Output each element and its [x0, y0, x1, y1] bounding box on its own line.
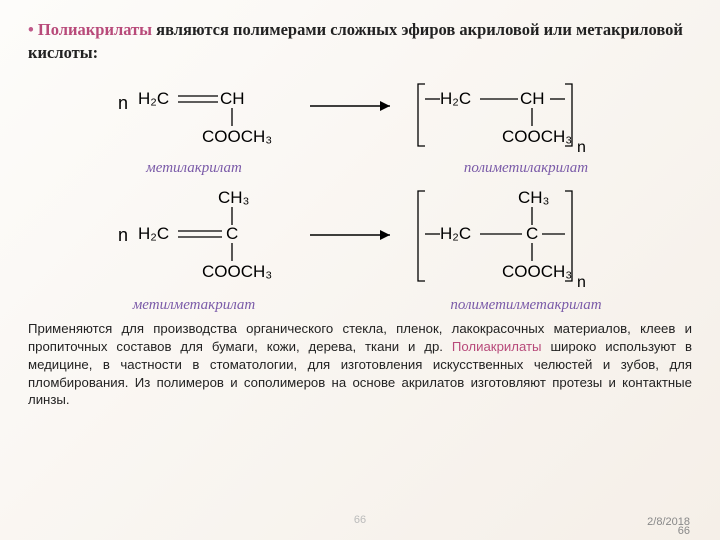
- n-left: n: [118, 93, 128, 113]
- m-sub: COOCH₃: [202, 127, 272, 146]
- n2-right: n: [577, 274, 586, 291]
- m2-tl: H₂C: [138, 224, 169, 243]
- n-right: n: [577, 139, 586, 156]
- cap1-right: полиметилакрилат: [377, 160, 676, 177]
- reaction-2: n CH₃ H₂C C COOCH₃ CH₃ H₂C C COOCH₃ n: [28, 183, 692, 293]
- cap1-left: метилакрилат: [45, 160, 344, 177]
- p2-sub: COOCH₃: [502, 262, 572, 281]
- reaction1-svg: n H₂C CH COOCH₃ H₂C CH COOCH₃ n: [80, 74, 640, 156]
- p2-ch3: CH₃: [518, 188, 549, 207]
- p-sub: COOCH₃: [502, 127, 572, 146]
- m2-tr: C: [226, 224, 238, 243]
- cap2-right: полиметилметакрилат: [377, 297, 676, 314]
- cap2-left: метилметакрилат: [45, 297, 344, 314]
- p2-tr: C: [526, 224, 538, 243]
- m-tr: CH: [220, 89, 245, 108]
- body-hl: Полиакрилаты: [452, 339, 542, 354]
- m2-ch3: CH₃: [218, 188, 249, 207]
- page-number: 66: [678, 525, 690, 537]
- reaction2-svg: n CH₃ H₂C C COOCH₃ CH₃ H₂C C COOCH₃ n: [80, 183, 640, 293]
- n2-left: n: [118, 225, 128, 245]
- m2-sub: COOCH₃: [202, 262, 272, 281]
- heading: • Полиакрилаты являются полимерами сложн…: [28, 18, 692, 64]
- caption-row-2: метилметакрилат полиметилметакрилат: [28, 297, 692, 314]
- bullet: •: [28, 20, 34, 39]
- p-tl: H₂C: [440, 89, 471, 108]
- reaction-1: n H₂C CH COOCH₃ H₂C CH COOCH₃ n: [28, 74, 692, 156]
- slide-number: 66: [354, 514, 366, 526]
- p2-tl: H₂C: [440, 224, 471, 243]
- heading-highlight: Полиакрилаты: [38, 20, 152, 39]
- m-tl: H₂C: [138, 89, 169, 108]
- p-tr: CH: [520, 89, 545, 108]
- body-paragraph: Применяются для производства органическо…: [28, 320, 692, 409]
- caption-row-1: метилакрилат полиметилакрилат: [28, 160, 692, 177]
